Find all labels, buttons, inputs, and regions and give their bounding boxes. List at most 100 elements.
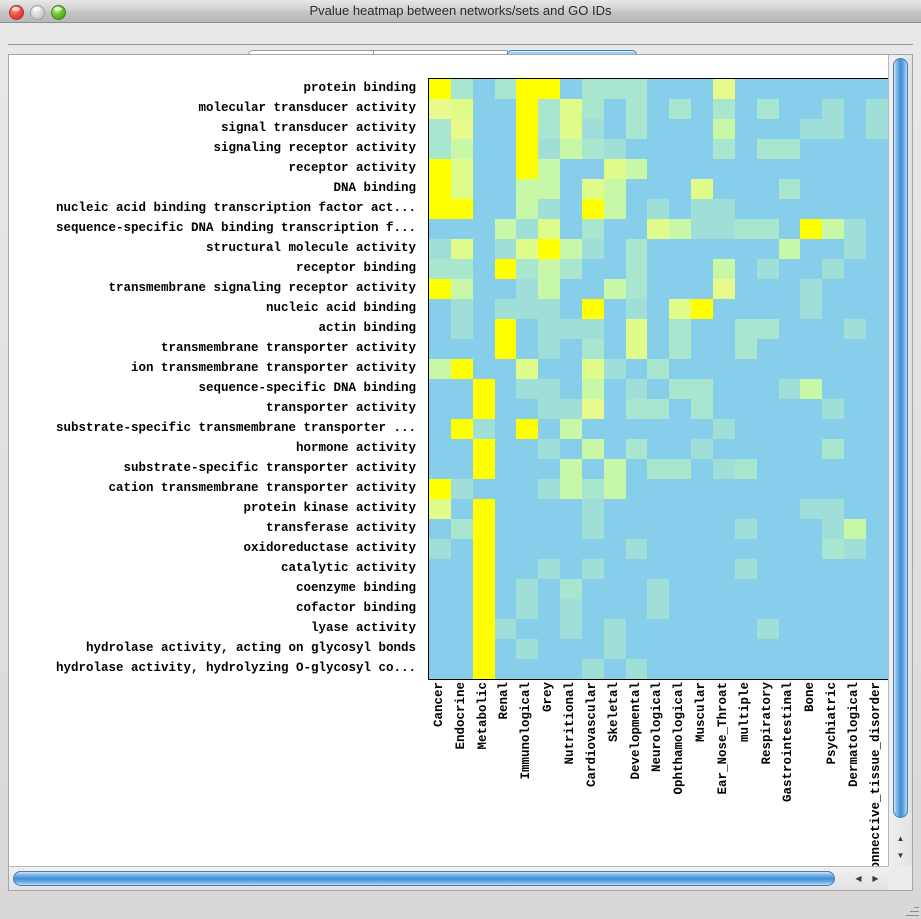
heatmap-cell[interactable] bbox=[712, 299, 735, 319]
heatmap-cell[interactable] bbox=[691, 259, 713, 279]
heatmap-cell[interactable] bbox=[560, 539, 582, 559]
heatmap-cell[interactable] bbox=[865, 619, 888, 639]
heatmap-cell[interactable] bbox=[450, 99, 473, 119]
heatmap-cell[interactable] bbox=[691, 499, 713, 519]
heatmap-cell[interactable] bbox=[756, 599, 779, 619]
heatmap-cell[interactable] bbox=[756, 179, 779, 199]
heatmap-cell[interactable] bbox=[603, 419, 626, 439]
minimize-window-button[interactable] bbox=[30, 5, 45, 20]
heatmap-cell[interactable] bbox=[691, 319, 713, 339]
heatmap-cell[interactable] bbox=[538, 459, 561, 479]
heatmap-cell[interactable] bbox=[844, 599, 866, 619]
heatmap-cell[interactable] bbox=[625, 659, 648, 679]
heatmap-cell[interactable] bbox=[778, 159, 801, 179]
heatmap-cell[interactable] bbox=[516, 539, 539, 559]
heatmap-cell[interactable] bbox=[516, 439, 539, 459]
heatmap-cell[interactable] bbox=[691, 519, 713, 539]
heatmap-cell[interactable] bbox=[669, 419, 692, 439]
heatmap-cell[interactable] bbox=[560, 659, 582, 679]
heatmap-cell[interactable] bbox=[494, 599, 517, 619]
heatmap-cell[interactable] bbox=[472, 359, 495, 379]
heatmap-cell[interactable] bbox=[603, 199, 626, 219]
heatmap-cell[interactable] bbox=[472, 259, 495, 279]
heatmap-cell[interactable] bbox=[800, 379, 823, 399]
heatmap-cell[interactable] bbox=[734, 159, 757, 179]
heatmap-cell[interactable] bbox=[450, 519, 473, 539]
heatmap-cell[interactable] bbox=[756, 99, 779, 119]
heatmap-cell[interactable] bbox=[603, 99, 626, 119]
heatmap-cell[interactable] bbox=[472, 659, 495, 679]
heatmap-cell[interactable] bbox=[450, 659, 473, 679]
heatmap-cell[interactable] bbox=[450, 539, 473, 559]
heatmap-cell[interactable] bbox=[494, 79, 517, 99]
heatmap-cell[interactable] bbox=[429, 99, 451, 119]
heatmap-cell[interactable] bbox=[450, 79, 473, 99]
heatmap-cell[interactable] bbox=[844, 579, 866, 599]
heatmap-cell[interactable] bbox=[625, 419, 648, 439]
heatmap-cell[interactable] bbox=[778, 499, 801, 519]
heatmap-cell[interactable] bbox=[822, 219, 845, 239]
heatmap-cell[interactable] bbox=[494, 639, 517, 659]
heatmap-cell[interactable] bbox=[800, 599, 823, 619]
heatmap-cell[interactable] bbox=[647, 239, 670, 259]
heatmap-cell[interactable] bbox=[494, 459, 517, 479]
heatmap-cell[interactable] bbox=[516, 599, 539, 619]
heatmap-cell[interactable] bbox=[472, 639, 495, 659]
heatmap-cell[interactable] bbox=[800, 339, 823, 359]
heatmap-cell[interactable] bbox=[865, 279, 888, 299]
heatmap-cell[interactable] bbox=[756, 499, 779, 519]
heatmap-cell[interactable] bbox=[712, 559, 735, 579]
heatmap-cell[interactable] bbox=[560, 499, 582, 519]
heatmap-cell[interactable] bbox=[734, 539, 757, 559]
heatmap-cell[interactable] bbox=[669, 99, 692, 119]
heatmap-cell[interactable] bbox=[800, 659, 823, 679]
heatmap-cell[interactable] bbox=[865, 339, 888, 359]
heatmap-cell[interactable] bbox=[429, 619, 451, 639]
heatmap-cell[interactable] bbox=[603, 299, 626, 319]
heatmap-cell[interactable] bbox=[778, 199, 801, 219]
heatmap-cell[interactable] bbox=[712, 439, 735, 459]
heatmap-cell[interactable] bbox=[734, 579, 757, 599]
heatmap-cell[interactable] bbox=[778, 259, 801, 279]
heatmap-cell[interactable] bbox=[538, 239, 561, 259]
heatmap-cell[interactable] bbox=[778, 139, 801, 159]
heatmap-cell[interactable] bbox=[472, 139, 495, 159]
heatmap-cell[interactable] bbox=[429, 459, 451, 479]
heatmap-cell[interactable] bbox=[800, 119, 823, 139]
heatmap-cell[interactable] bbox=[494, 659, 517, 679]
heatmap-cell[interactable] bbox=[800, 159, 823, 179]
heatmap-cell[interactable] bbox=[472, 219, 495, 239]
heatmap-cell[interactable] bbox=[560, 279, 582, 299]
heatmap-cell[interactable] bbox=[822, 199, 845, 219]
heatmap-cell[interactable] bbox=[516, 139, 539, 159]
heatmap-cell[interactable] bbox=[516, 99, 539, 119]
heatmap-cell[interactable] bbox=[429, 159, 451, 179]
heatmap-cell[interactable] bbox=[494, 539, 517, 559]
heatmap-cell[interactable] bbox=[712, 239, 735, 259]
heatmap-cell[interactable] bbox=[472, 319, 495, 339]
heatmap-cell[interactable] bbox=[691, 379, 713, 399]
heatmap-cell[interactable] bbox=[538, 619, 561, 639]
heatmap-cell[interactable] bbox=[647, 439, 670, 459]
heatmap-cell[interactable] bbox=[822, 139, 845, 159]
heatmap-cell[interactable] bbox=[494, 219, 517, 239]
heatmap-cell[interactable] bbox=[603, 399, 626, 419]
heatmap-cell[interactable] bbox=[472, 479, 495, 499]
heatmap-cell[interactable] bbox=[538, 559, 561, 579]
heatmap-cell[interactable] bbox=[669, 199, 692, 219]
heatmap-cell[interactable] bbox=[844, 619, 866, 639]
heatmap-cell[interactable] bbox=[625, 519, 648, 539]
heatmap-cell[interactable] bbox=[450, 299, 473, 319]
heatmap-cell[interactable] bbox=[822, 519, 845, 539]
heatmap-cell[interactable] bbox=[647, 519, 670, 539]
heatmap-cell[interactable] bbox=[822, 319, 845, 339]
heatmap-cell[interactable] bbox=[712, 279, 735, 299]
heatmap-cell[interactable] bbox=[691, 239, 713, 259]
heatmap-cell[interactable] bbox=[734, 499, 757, 519]
heatmap-cell[interactable] bbox=[472, 519, 495, 539]
heatmap-cell[interactable] bbox=[560, 179, 582, 199]
heatmap-cell[interactable] bbox=[822, 439, 845, 459]
heatmap-cell[interactable] bbox=[647, 179, 670, 199]
heatmap-cell[interactable] bbox=[822, 299, 845, 319]
heatmap-cell[interactable] bbox=[669, 79, 692, 99]
